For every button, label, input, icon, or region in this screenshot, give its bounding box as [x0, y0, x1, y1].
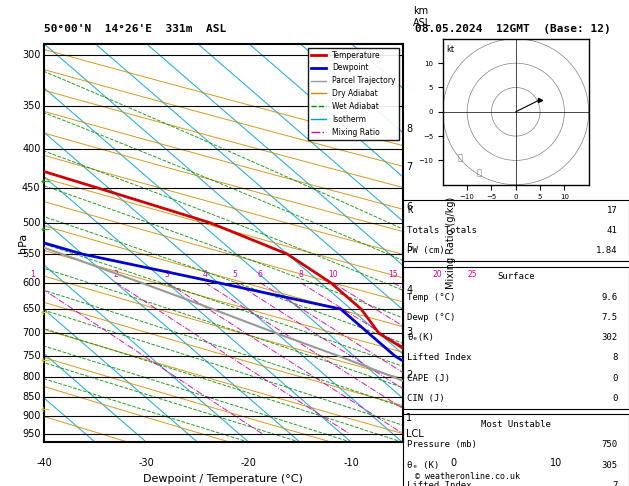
- Text: Mixing Ratio (g/kg): Mixing Ratio (g/kg): [445, 197, 455, 289]
- Text: 5: 5: [406, 243, 413, 253]
- Text: 400: 400: [22, 144, 40, 155]
- Text: 6: 6: [258, 270, 263, 278]
- Text: kt: kt: [446, 45, 454, 54]
- Text: 305: 305: [601, 461, 618, 469]
- Text: 6: 6: [406, 202, 412, 212]
- Text: ←: ←: [41, 308, 50, 318]
- Text: 750: 750: [601, 440, 618, 449]
- Text: 350: 350: [22, 101, 40, 110]
- Text: 0: 0: [612, 394, 618, 403]
- Text: 8: 8: [612, 353, 618, 363]
- Text: 600: 600: [22, 278, 40, 288]
- Text: 25: 25: [468, 270, 477, 278]
- Text: -30: -30: [138, 458, 154, 468]
- Text: 300: 300: [22, 50, 40, 60]
- Bar: [403, 266, 629, 409]
- Text: 4: 4: [406, 285, 412, 295]
- Text: Surface: Surface: [497, 272, 535, 281]
- Text: 800: 800: [22, 372, 40, 382]
- Text: 10: 10: [550, 458, 562, 468]
- Text: -10: -10: [343, 458, 359, 468]
- Text: 10: 10: [328, 270, 338, 278]
- Text: Lifted Index: Lifted Index: [407, 481, 472, 486]
- Text: 1: 1: [406, 414, 412, 423]
- Text: -20: -20: [241, 458, 257, 468]
- Text: 17: 17: [607, 206, 618, 215]
- Text: θₑ (K): θₑ (K): [407, 461, 439, 469]
- Text: ←: ←: [41, 226, 50, 235]
- Text: 5: 5: [233, 270, 238, 278]
- Text: ←: ←: [41, 405, 50, 415]
- Text: km
ASL: km ASL: [413, 6, 431, 28]
- Text: 2: 2: [114, 270, 118, 278]
- Text: 750: 750: [22, 351, 40, 361]
- Text: θₑ(K): θₑ(K): [407, 333, 434, 342]
- Text: 41: 41: [607, 226, 618, 235]
- Text: 900: 900: [22, 411, 40, 421]
- Text: 8: 8: [298, 270, 303, 278]
- Text: K: K: [407, 206, 413, 215]
- Text: ←: ←: [41, 357, 50, 366]
- Text: Lifted Index: Lifted Index: [407, 353, 472, 363]
- Bar: [403, 414, 629, 486]
- Text: 7.5: 7.5: [601, 313, 618, 322]
- Text: PW (cm): PW (cm): [407, 246, 445, 255]
- Text: ⤡: ⤡: [477, 168, 482, 177]
- Text: Dewp (°C): Dewp (°C): [407, 313, 455, 322]
- Text: 450: 450: [22, 183, 40, 193]
- Text: Pressure (mb): Pressure (mb): [407, 440, 477, 449]
- Text: Dewpoint / Temperature (°C): Dewpoint / Temperature (°C): [143, 474, 303, 484]
- Text: 4: 4: [203, 270, 208, 278]
- Text: 500: 500: [22, 218, 40, 228]
- Text: 3: 3: [165, 270, 170, 278]
- Text: 550: 550: [22, 249, 40, 259]
- Text: 8: 8: [406, 123, 412, 134]
- Text: Totals Totals: Totals Totals: [407, 226, 477, 235]
- Text: 302: 302: [601, 333, 618, 342]
- Text: LCL: LCL: [406, 429, 424, 439]
- Text: 20: 20: [433, 270, 442, 278]
- Text: Most Unstable: Most Unstable: [481, 420, 551, 429]
- Text: 0: 0: [612, 374, 618, 382]
- Text: ←: ←: [41, 177, 50, 187]
- Text: 7: 7: [406, 162, 413, 173]
- Text: CIN (J): CIN (J): [407, 394, 445, 403]
- Text: 7: 7: [612, 481, 618, 486]
- Text: 1.84: 1.84: [596, 246, 618, 255]
- Text: 50°00'N  14°26'E  331m  ASL: 50°00'N 14°26'E 331m ASL: [44, 24, 226, 34]
- Text: hPa: hPa: [18, 233, 28, 253]
- Text: Temp (°C): Temp (°C): [407, 293, 455, 301]
- Text: 0: 0: [451, 458, 457, 468]
- Text: 700: 700: [22, 329, 40, 338]
- Text: 950: 950: [22, 429, 40, 439]
- Text: 3: 3: [406, 328, 412, 337]
- Text: 9.6: 9.6: [601, 293, 618, 301]
- Text: 15: 15: [389, 270, 398, 278]
- Text: CAPE (J): CAPE (J): [407, 374, 450, 382]
- Text: 2: 2: [406, 370, 413, 380]
- Text: 08.05.2024  12GMT  (Base: 12): 08.05.2024 12GMT (Base: 12): [415, 24, 611, 34]
- Text: 850: 850: [22, 392, 40, 402]
- Legend: Temperature, Dewpoint, Parcel Trajectory, Dry Adiabat, Wet Adiabat, Isotherm, Mi: Temperature, Dewpoint, Parcel Trajectory…: [308, 48, 399, 139]
- Text: 650: 650: [22, 304, 40, 314]
- Text: -40: -40: [36, 458, 52, 468]
- Text: © weatheronline.co.uk: © weatheronline.co.uk: [415, 472, 520, 481]
- Bar: [403, 200, 629, 261]
- Text: 1: 1: [31, 270, 35, 278]
- Text: ⤡: ⤡: [457, 154, 462, 162]
